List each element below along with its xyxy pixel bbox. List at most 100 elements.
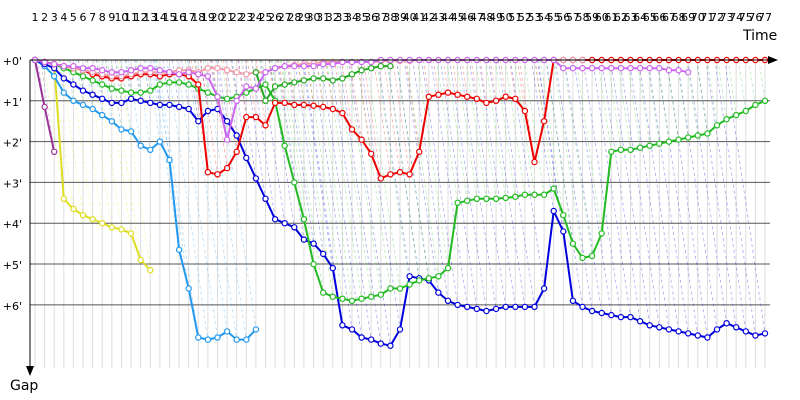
series-point: [358, 334, 365, 341]
series-point: [147, 64, 154, 72]
series-point: [243, 71, 250, 78]
x-tick-label: 77: [758, 11, 772, 24]
y-tick-label: +6': [3, 300, 22, 313]
gap-connector-line: [392, 59, 411, 175]
gap-connector-line: [636, 59, 651, 146]
x-tick-label: 14: [153, 11, 167, 24]
series-point: [262, 122, 269, 129]
x-tick-label: 76: [748, 11, 762, 24]
gap-connector-line: [195, 59, 238, 340]
series-point: [617, 313, 625, 321]
series-point: [185, 105, 192, 113]
gap-connector-line: [509, 59, 516, 99]
series-point: [70, 81, 77, 88]
x-tick-label: 29: [297, 11, 311, 24]
series-point: [377, 175, 384, 182]
series-point: [627, 313, 634, 321]
gap-connector-line: [626, 59, 641, 148]
series-point: [512, 95, 519, 103]
series-point: [262, 97, 269, 105]
gap-connector-line: [666, 59, 708, 338]
series-point: [320, 60, 327, 68]
series-point: [223, 136, 231, 143]
gap-connector-line: [188, 59, 199, 122]
gap-connector-line: [516, 59, 526, 112]
series-point: [675, 66, 682, 74]
series-point: [127, 95, 135, 103]
series-point: [464, 93, 471, 100]
series-point: [166, 79, 173, 86]
gap-connector-line: [366, 59, 401, 289]
series-point: [243, 154, 250, 162]
gap-connector-line: [230, 59, 238, 97]
x-tick-label: 49: [489, 11, 503, 24]
gap-connector-line: [204, 59, 247, 340]
gap-connector-line: [376, 59, 411, 285]
series-point: [118, 226, 125, 233]
series-point: [108, 85, 116, 92]
series-point: [598, 309, 605, 317]
series-point: [300, 62, 308, 70]
series-point: [387, 285, 394, 292]
series-point: [473, 305, 480, 313]
series-point: [588, 252, 596, 260]
gap-connector-line: [231, 59, 247, 159]
x-tick-label: 8: [99, 11, 106, 24]
series-point: [291, 101, 298, 109]
series-point: [579, 64, 586, 72]
series-point: [492, 97, 500, 105]
gap-connector-line: [211, 59, 218, 97]
series-point: [195, 117, 202, 125]
series-point: [339, 75, 346, 82]
series-point: [156, 101, 164, 109]
series-point: [761, 97, 769, 105]
x-tick-label: 61: [604, 11, 618, 24]
gap-connector-line: [575, 59, 603, 234]
series-point: [214, 171, 221, 178]
gap-connector-line: [199, 59, 209, 112]
series-point: [310, 240, 317, 247]
series-point: [204, 168, 212, 176]
series-point: [156, 66, 164, 74]
gap-connector-line: [534, 59, 545, 122]
y-tick-labels: +0' +1' +2' +3' +4' +5' +6': [3, 55, 22, 313]
series-point: [444, 297, 452, 304]
series-point: [41, 58, 48, 66]
series-point: [195, 81, 202, 88]
series-point: [175, 79, 183, 86]
series-point: [339, 295, 346, 302]
gap-connector-line: [705, 59, 747, 332]
x-tick-label: 67: [662, 11, 676, 24]
series-point: [713, 122, 721, 129]
gap-connector-line: [724, 59, 766, 334]
series-point: [89, 91, 96, 98]
series-point: [118, 126, 125, 133]
series-point: [329, 60, 336, 68]
x-tick-label: 22: [230, 11, 244, 24]
y-tick-label: +0': [3, 55, 22, 68]
series-point: [636, 144, 644, 151]
x-tick-label: 71: [700, 11, 714, 24]
x-tick-label: 42: [422, 11, 436, 24]
gap-connector-line: [335, 59, 372, 297]
gap-connector-line: [706, 59, 718, 126]
series-point: [617, 146, 625, 153]
gap-connector-line: [116, 59, 122, 91]
series-point: [425, 93, 432, 100]
gap-connector-line: [255, 59, 266, 126]
series-point: [41, 103, 48, 111]
series-point: [214, 334, 221, 341]
series-layer: [31, 56, 769, 349]
series-point: [396, 326, 404, 333]
gap-connector-line: [347, 59, 391, 346]
x-tick-label: 26: [268, 11, 282, 24]
series-point: [51, 148, 58, 155]
series-point: [329, 264, 336, 272]
x-tick-label: 9: [108, 11, 115, 24]
gap-connector-line: [280, 59, 286, 85]
x-tick-label: 35: [355, 11, 369, 24]
series-point: [329, 105, 336, 113]
x-tick-label: 15: [162, 11, 176, 24]
series-point: [358, 295, 365, 302]
x-tick-label: 17: [182, 11, 196, 24]
